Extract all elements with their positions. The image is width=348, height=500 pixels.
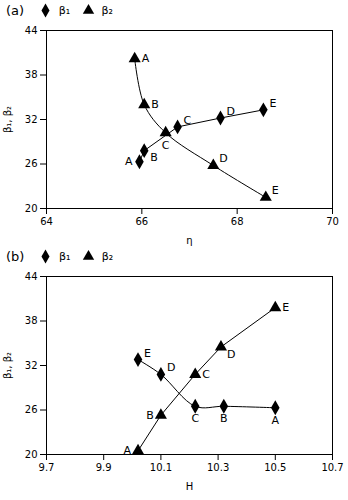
svg-text:A: A xyxy=(142,52,150,65)
svg-text:D: D xyxy=(226,105,234,118)
svg-text:68: 68 xyxy=(231,216,244,227)
svg-text:32: 32 xyxy=(25,360,38,371)
svg-text:C: C xyxy=(191,412,199,425)
svg-text:10.5: 10.5 xyxy=(264,462,286,473)
svg-text:64: 64 xyxy=(40,216,53,227)
svg-text:20: 20 xyxy=(25,449,38,460)
svg-text:44: 44 xyxy=(25,271,38,282)
svg-text:E: E xyxy=(272,184,279,197)
svg-text:10.7: 10.7 xyxy=(321,462,343,473)
svg-text:10.3: 10.3 xyxy=(207,462,229,473)
html-text:β₁: β₁ xyxy=(58,3,71,17)
svg-text:C: C xyxy=(202,368,210,381)
svg-text:D: D xyxy=(227,348,235,361)
svg-text:32: 32 xyxy=(25,114,38,125)
svg-text:38: 38 xyxy=(25,315,38,326)
svg-text:26: 26 xyxy=(25,404,38,415)
svg-text:20: 20 xyxy=(25,203,38,214)
svg-text:A: A xyxy=(123,444,131,457)
html-text:(a): (a) xyxy=(6,2,25,18)
svg-text:β₁, β₂: β₁, β₂ xyxy=(2,352,13,379)
svg-text:9.9: 9.9 xyxy=(96,462,112,473)
svg-text:70: 70 xyxy=(326,216,339,227)
svg-text:H: H xyxy=(186,481,194,492)
svg-text:η: η xyxy=(186,235,192,246)
svg-text:B: B xyxy=(151,98,159,111)
svg-text:D: D xyxy=(167,361,175,374)
svg-text:E: E xyxy=(269,97,276,110)
svg-text:B: B xyxy=(220,412,228,425)
svg-text:10.1: 10.1 xyxy=(150,462,172,473)
html-text:(b): (b) xyxy=(6,248,25,264)
svg-text:9.7: 9.7 xyxy=(39,462,55,473)
svg-text:26: 26 xyxy=(25,158,38,169)
svg-text:A: A xyxy=(125,155,133,168)
svg-text:B: B xyxy=(146,409,154,422)
svg-text:β₁, β₂: β₁, β₂ xyxy=(2,106,13,133)
svg-text:44: 44 xyxy=(25,25,38,36)
svg-text:D: D xyxy=(219,152,227,165)
svg-text:A: A xyxy=(272,414,280,427)
html-text:β₂: β₂ xyxy=(101,3,113,17)
html-text:β₁: β₁ xyxy=(58,249,71,263)
svg-text:C: C xyxy=(184,114,192,127)
svg-text:C: C xyxy=(162,139,170,152)
svg-text:B: B xyxy=(150,151,158,164)
html-text:β₂: β₂ xyxy=(101,249,114,263)
svg-text:E: E xyxy=(144,347,151,360)
svg-text:66: 66 xyxy=(135,216,148,227)
svg-text:38: 38 xyxy=(25,69,38,80)
svg-text:E: E xyxy=(282,301,289,314)
